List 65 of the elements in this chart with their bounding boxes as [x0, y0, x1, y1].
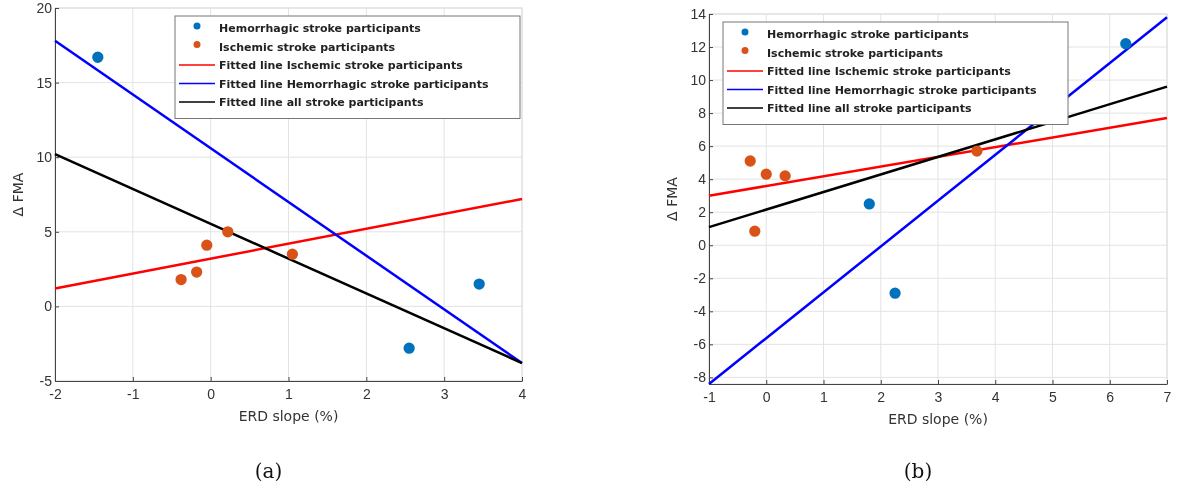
text: (b) [903, 459, 933, 483]
y-tick-label: -2 [693, 270, 707, 287]
y-tick-label: 20 [36, 0, 53, 16]
y-tick-label: 14 [690, 5, 707, 22]
y-axis-title: Δ FMA [664, 176, 680, 221]
x-axis-title: ERD slope (%) [888, 411, 988, 427]
x-tick-label: 0 [762, 389, 771, 406]
point [286, 248, 299, 260]
point [744, 155, 756, 167]
y-axis-title: Δ FMA [10, 172, 26, 217]
point [749, 225, 761, 237]
point [175, 273, 187, 286]
point [191, 266, 203, 278]
x-tick-label: 4 [991, 389, 1000, 406]
x-tick-label: 1 [285, 386, 294, 403]
legend-label: Fitted line Hemorrhagic stroke participants [219, 77, 489, 91]
y-tick-label: 4 [698, 171, 707, 188]
y-tick-label: 2 [698, 204, 707, 221]
legend-label: Fitted line Ischemic stroke participants [219, 59, 464, 72]
point [201, 239, 213, 251]
y-tick-label: -5 [39, 372, 53, 389]
x-tick-label: -1 [127, 386, 140, 403]
y-tick-label: -8 [693, 369, 707, 386]
point [863, 198, 875, 210]
y-tick-label: 10 [36, 149, 53, 166]
legend-label: Ischemic stroke participants [767, 46, 944, 60]
x-tick-label: 2 [362, 386, 371, 403]
legend-label: Fitted line all stroke participants [767, 102, 972, 115]
x-tick-label: 7 [1163, 389, 1172, 406]
x-tick-label: -1 [703, 389, 716, 406]
x-tick-label: 3 [934, 389, 943, 406]
text: (a) [254, 459, 283, 483]
x-tick-label: 2 [877, 389, 886, 406]
legend-label: Hemorrhagic stroke participants [219, 22, 422, 35]
legend-label: Fitted line all stroke participants [219, 96, 424, 109]
legend-label: Ischemic stroke participants [219, 40, 396, 54]
y-tick-label: 10 [690, 72, 707, 89]
x-axis-title: ERD slope (%) [238, 408, 339, 424]
y-tick-label: -6 [693, 336, 707, 353]
y-tick-label: 6 [698, 138, 707, 155]
point [222, 226, 234, 238]
y-tick-label: 15 [36, 74, 53, 91]
x-tick-label: 1 [820, 389, 829, 406]
point [92, 51, 104, 63]
y-tick-label: 0 [698, 237, 707, 254]
point [971, 145, 983, 157]
y-tick-label: 8 [698, 105, 707, 122]
y-tick-label: 5 [44, 223, 53, 240]
point [1120, 38, 1132, 50]
legend-label: Fitted line Hemorrhagic stroke participants [767, 83, 1037, 97]
point [779, 170, 791, 182]
point [889, 287, 901, 299]
x-tick-label: 3 [440, 386, 449, 403]
legend-label: Fitted line Ischemic stroke participants [767, 65, 1012, 78]
x-tick-label: 5 [1049, 389, 1058, 406]
point [760, 168, 772, 180]
legend-label: Hemorrhagic stroke participants [767, 28, 970, 41]
point [473, 278, 485, 290]
y-tick-label: 0 [44, 298, 53, 315]
x-tick-label: 0 [207, 386, 216, 403]
y-tick-label: 12 [690, 39, 707, 56]
point [403, 342, 415, 354]
x-tick-label: 4 [518, 386, 527, 403]
y-tick-label: -4 [693, 303, 707, 320]
x-tick-label: 6 [1106, 389, 1115, 406]
